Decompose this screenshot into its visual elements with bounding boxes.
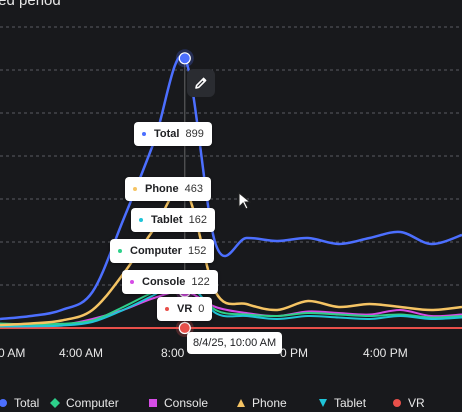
triangle-down-icon xyxy=(319,399,327,407)
square-icon xyxy=(149,399,157,407)
series-dot-icon xyxy=(133,187,137,191)
tooltip-series-value: 162 xyxy=(188,214,207,226)
x-tick-label: 4:00 AM xyxy=(59,346,104,360)
legend-label: Computer xyxy=(66,396,119,410)
marker-total[interactable] xyxy=(178,52,191,65)
x-tick-label: 0 PM xyxy=(280,346,309,360)
series-dot-icon xyxy=(118,249,122,253)
tooltip-series-name: Total xyxy=(154,128,180,140)
tooltip-series-name: VR xyxy=(177,303,193,315)
tooltip-phone: Phone 463 xyxy=(125,177,211,201)
x-tick-label: 4:00 PM xyxy=(363,346,408,360)
tooltip-series-value: 152 xyxy=(187,245,207,257)
legend-item-phone[interactable]: Phone xyxy=(236,396,287,410)
tooltip-console: Console 122 xyxy=(122,270,218,294)
edit-button[interactable] xyxy=(187,69,215,97)
tooltip-tablet: Tablet 162 xyxy=(131,208,215,232)
legend-label: Tablet xyxy=(334,396,367,410)
legend-label: Phone xyxy=(252,396,287,410)
cursor-arrow-icon xyxy=(238,192,252,210)
series-line-tablet[interactable] xyxy=(0,278,462,328)
legend-item-console[interactable]: Console xyxy=(148,396,208,410)
circle-icon xyxy=(393,399,401,407)
pencil-icon xyxy=(195,77,207,89)
legend-item-tablet[interactable]: Tablet xyxy=(318,396,366,410)
tooltip-series-name: Computer xyxy=(130,245,182,257)
legend-item-vr[interactable]: VR xyxy=(392,396,425,410)
tooltip-vr: VR 0 xyxy=(157,297,213,321)
series-dot-icon xyxy=(142,132,146,136)
legend-label: Total xyxy=(14,396,40,410)
series-dot-icon xyxy=(165,307,169,311)
chart-subtitle: ted period xyxy=(0,0,61,9)
legend-item-total[interactable]: Total xyxy=(0,396,39,410)
marker-vr[interactable] xyxy=(178,321,191,335)
tooltip-series-name: Tablet xyxy=(151,214,183,226)
legend-label: Console xyxy=(164,396,209,410)
series-line-computer[interactable] xyxy=(0,280,462,326)
tooltip-series-value: 463 xyxy=(184,183,203,195)
triangle-icon xyxy=(237,399,245,407)
tooltip-series-name: Console xyxy=(142,276,186,288)
series-line-phone[interactable] xyxy=(0,185,462,327)
series-dot-icon xyxy=(139,218,143,222)
series-dot-icon xyxy=(130,280,134,284)
x-tick-label: 8:00 xyxy=(161,346,185,360)
x-tick-label: 0 AM xyxy=(0,346,26,360)
series-line-total[interactable] xyxy=(0,54,462,321)
tooltip-series-value: 899 xyxy=(185,128,204,140)
tooltip-series-name: Phone xyxy=(145,183,179,195)
tooltip-series-value: 122 xyxy=(191,276,210,288)
legend-label: VR xyxy=(408,396,425,410)
legend-item-computer[interactable]: Computer xyxy=(50,396,119,410)
tooltip-total: Total 899 xyxy=(134,122,212,146)
tooltip-computer: Computer 152 xyxy=(110,239,215,263)
x-tooltip-time: 8/4/25, 10:00 AM xyxy=(187,332,283,354)
diamond-icon xyxy=(50,398,60,408)
circle-icon xyxy=(0,399,7,407)
tooltip-series-value: 0 xyxy=(198,303,205,315)
